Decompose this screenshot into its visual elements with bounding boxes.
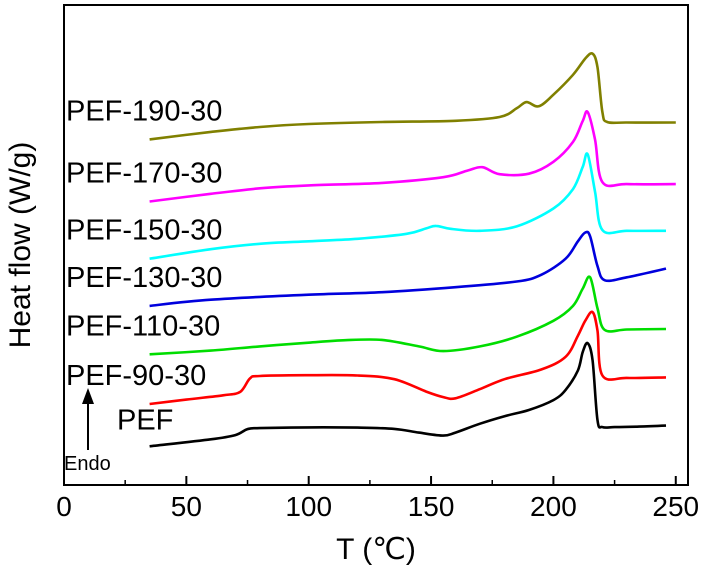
x-tick-label: 100 <box>285 491 332 522</box>
curve-pef-170-30 <box>149 110 676 203</box>
x-axis-tick-labels: 0 50 100 150 200 250 <box>56 491 699 522</box>
curve-pef-150-30 <box>149 152 667 260</box>
curve-pef-190-30 <box>149 52 676 141</box>
x-tick-label: 200 <box>530 491 577 522</box>
endo-annotation: Endo <box>64 388 111 475</box>
label-pef-130-30: PEF-130-30 <box>66 262 222 294</box>
label-pef-190-30: PEF-190-30 <box>66 95 222 127</box>
x-tick-label: 0 <box>56 491 72 522</box>
curve-pef <box>149 341 667 448</box>
x-axis-ticks <box>63 476 677 485</box>
plot-frame <box>63 4 689 486</box>
curve-pef-90-30 <box>149 310 667 406</box>
endo-label: Endo <box>64 453 111 475</box>
curve-labels: PEF PEF-90-30 PEF-110-30 PEF-130-30 PEF-150-… <box>66 95 222 436</box>
label-pef-110-30: PEF-110-30 <box>66 310 220 342</box>
label-pef-170-30: PEF-170-30 <box>66 158 222 190</box>
label-pef: PEF <box>117 404 173 436</box>
y-axis-title: Heat flow (W/g) <box>4 142 37 349</box>
label-pef-90-30: PEF-90-30 <box>66 360 206 392</box>
x-tick-label: 150 <box>408 491 455 522</box>
curve-pef-110-30 <box>149 275 667 356</box>
curves <box>149 52 676 448</box>
label-pef-150-30: PEF-150-30 <box>66 215 222 247</box>
x-tick-label: 50 <box>171 491 202 522</box>
x-axis-title: T (℃) <box>336 533 416 566</box>
endo-arrow-icon <box>82 388 94 404</box>
x-tick-label: 250 <box>652 491 699 522</box>
curve-pef-130-30 <box>149 230 667 308</box>
